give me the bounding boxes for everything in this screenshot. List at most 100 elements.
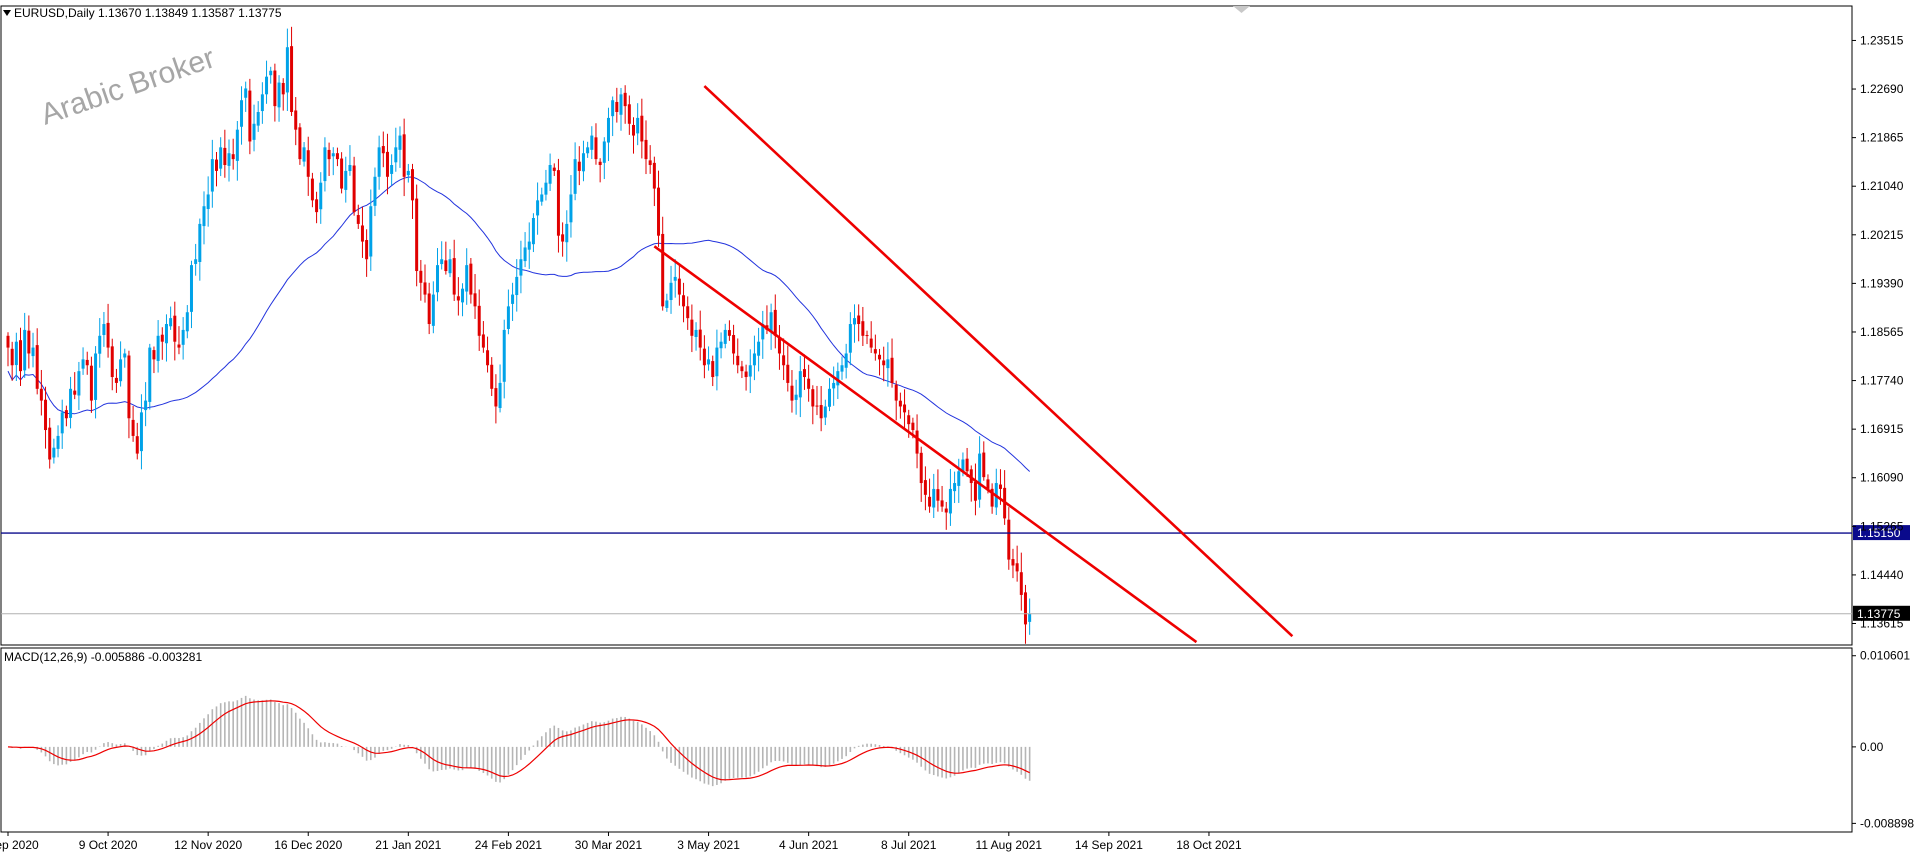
candle-body: [911, 422, 915, 431]
shift-marker-icon: [1233, 6, 1250, 13]
price-panel-frame: [0, 5, 1853, 646]
price-tick-label: 1.20215: [1860, 228, 1904, 242]
candle-body: [277, 82, 281, 108]
candle-body: [632, 124, 635, 136]
candle-body: [861, 321, 865, 336]
candle-body: [581, 153, 585, 172]
candle-body: [202, 206, 206, 227]
candle-body: [573, 159, 577, 194]
price-tick-label: 1.21040: [1860, 179, 1904, 193]
candle-body: [106, 322, 110, 348]
candle-body: [819, 405, 823, 419]
price-tick-label: 1.23515: [1860, 33, 1904, 47]
candle-body: [615, 101, 619, 113]
candle-body: [181, 329, 185, 345]
date-tick-label: 11 Aug 2021: [976, 838, 1043, 852]
candle-body: [690, 319, 694, 336]
candle-body: [436, 265, 440, 293]
candle-body: [740, 366, 744, 372]
channel-lower-line: [653, 245, 1198, 644]
candle-body: [265, 76, 269, 95]
candle-body: [127, 355, 131, 419]
date-tick-label: 16 Dec 2020: [274, 838, 342, 852]
candle-body: [811, 389, 815, 407]
candle-body: [273, 70, 277, 107]
candle-body: [606, 117, 610, 143]
candle-body: [577, 161, 581, 171]
candle-body: [81, 359, 85, 369]
macd-tick-label: 0.010601: [1860, 649, 1910, 663]
candle-body: [982, 452, 986, 478]
candle-body: [114, 377, 118, 383]
candle-body: [10, 348, 14, 366]
candle-body: [48, 427, 52, 460]
candle-body: [360, 225, 364, 242]
candle-body: [686, 306, 690, 319]
candle-body: [898, 400, 902, 407]
candle-body: [348, 165, 352, 172]
price-tick-label: 1.18565: [1860, 325, 1904, 339]
candle-body: [840, 365, 844, 372]
candle-body: [602, 141, 606, 163]
candle-body: [798, 371, 802, 398]
candle-body: [907, 415, 911, 425]
symbol-header: EURUSD,Daily 1.13670 1.13849 1.13587 1.1…: [14, 6, 282, 20]
candle-body: [139, 412, 143, 452]
candle-body: [711, 361, 715, 378]
candle-body: [761, 324, 765, 340]
candle-body: [444, 260, 448, 272]
candle-body: [169, 318, 173, 327]
candle-body: [990, 488, 994, 507]
candle-body: [715, 347, 719, 377]
candle-body: [310, 178, 314, 201]
candle-body: [64, 410, 68, 419]
candle-body: [823, 406, 827, 418]
candle-body: [531, 218, 535, 245]
candle-body: [473, 293, 477, 307]
candle-body: [490, 364, 494, 389]
moving-average-line: [7, 176, 1031, 472]
candle-body: [648, 160, 652, 166]
candle-body: [807, 378, 811, 389]
channel-upper-line: [703, 85, 1294, 638]
candle-body: [506, 306, 510, 329]
candle-body: [682, 295, 686, 307]
candle-body: [385, 151, 389, 177]
date-tick-label: 18 Oct 2021: [1176, 838, 1242, 852]
candle-body: [727, 330, 731, 336]
candle-body: [544, 182, 548, 195]
price-tick-label: 1.14440: [1860, 568, 1904, 582]
candle-body: [423, 282, 427, 295]
candle-body: [890, 357, 894, 383]
candle-body: [35, 345, 39, 389]
candle-body: [356, 215, 360, 224]
candle-body: [148, 347, 152, 402]
candle-body: [702, 348, 706, 366]
candle-body: [6, 335, 10, 348]
candle-body: [94, 353, 98, 400]
candle-body: [189, 265, 193, 312]
candle-body: [461, 288, 465, 303]
date-tick-label: 3 May 2021: [677, 838, 740, 852]
candle-body: [219, 147, 223, 169]
candle-body: [598, 161, 602, 166]
candle-body: [552, 167, 556, 171]
candle-body: [56, 435, 60, 449]
candle-body: [240, 100, 244, 127]
candle-body: [394, 147, 398, 163]
candle-body: [135, 436, 139, 454]
candle-body: [319, 182, 323, 210]
candle-body: [661, 233, 665, 307]
candle-body: [256, 112, 260, 126]
candle-body: [561, 234, 565, 242]
candle-body: [556, 170, 560, 236]
candle-body: [536, 200, 540, 216]
price-tick-label: 1.21865: [1860, 131, 1904, 145]
candle-body: [252, 123, 256, 140]
candle-body: [131, 419, 135, 436]
menu-triangle-icon[interactable]: [3, 10, 11, 16]
candle-body: [957, 471, 961, 486]
candle-body: [315, 199, 319, 213]
candle-body: [31, 347, 35, 357]
candle-body: [52, 447, 56, 458]
